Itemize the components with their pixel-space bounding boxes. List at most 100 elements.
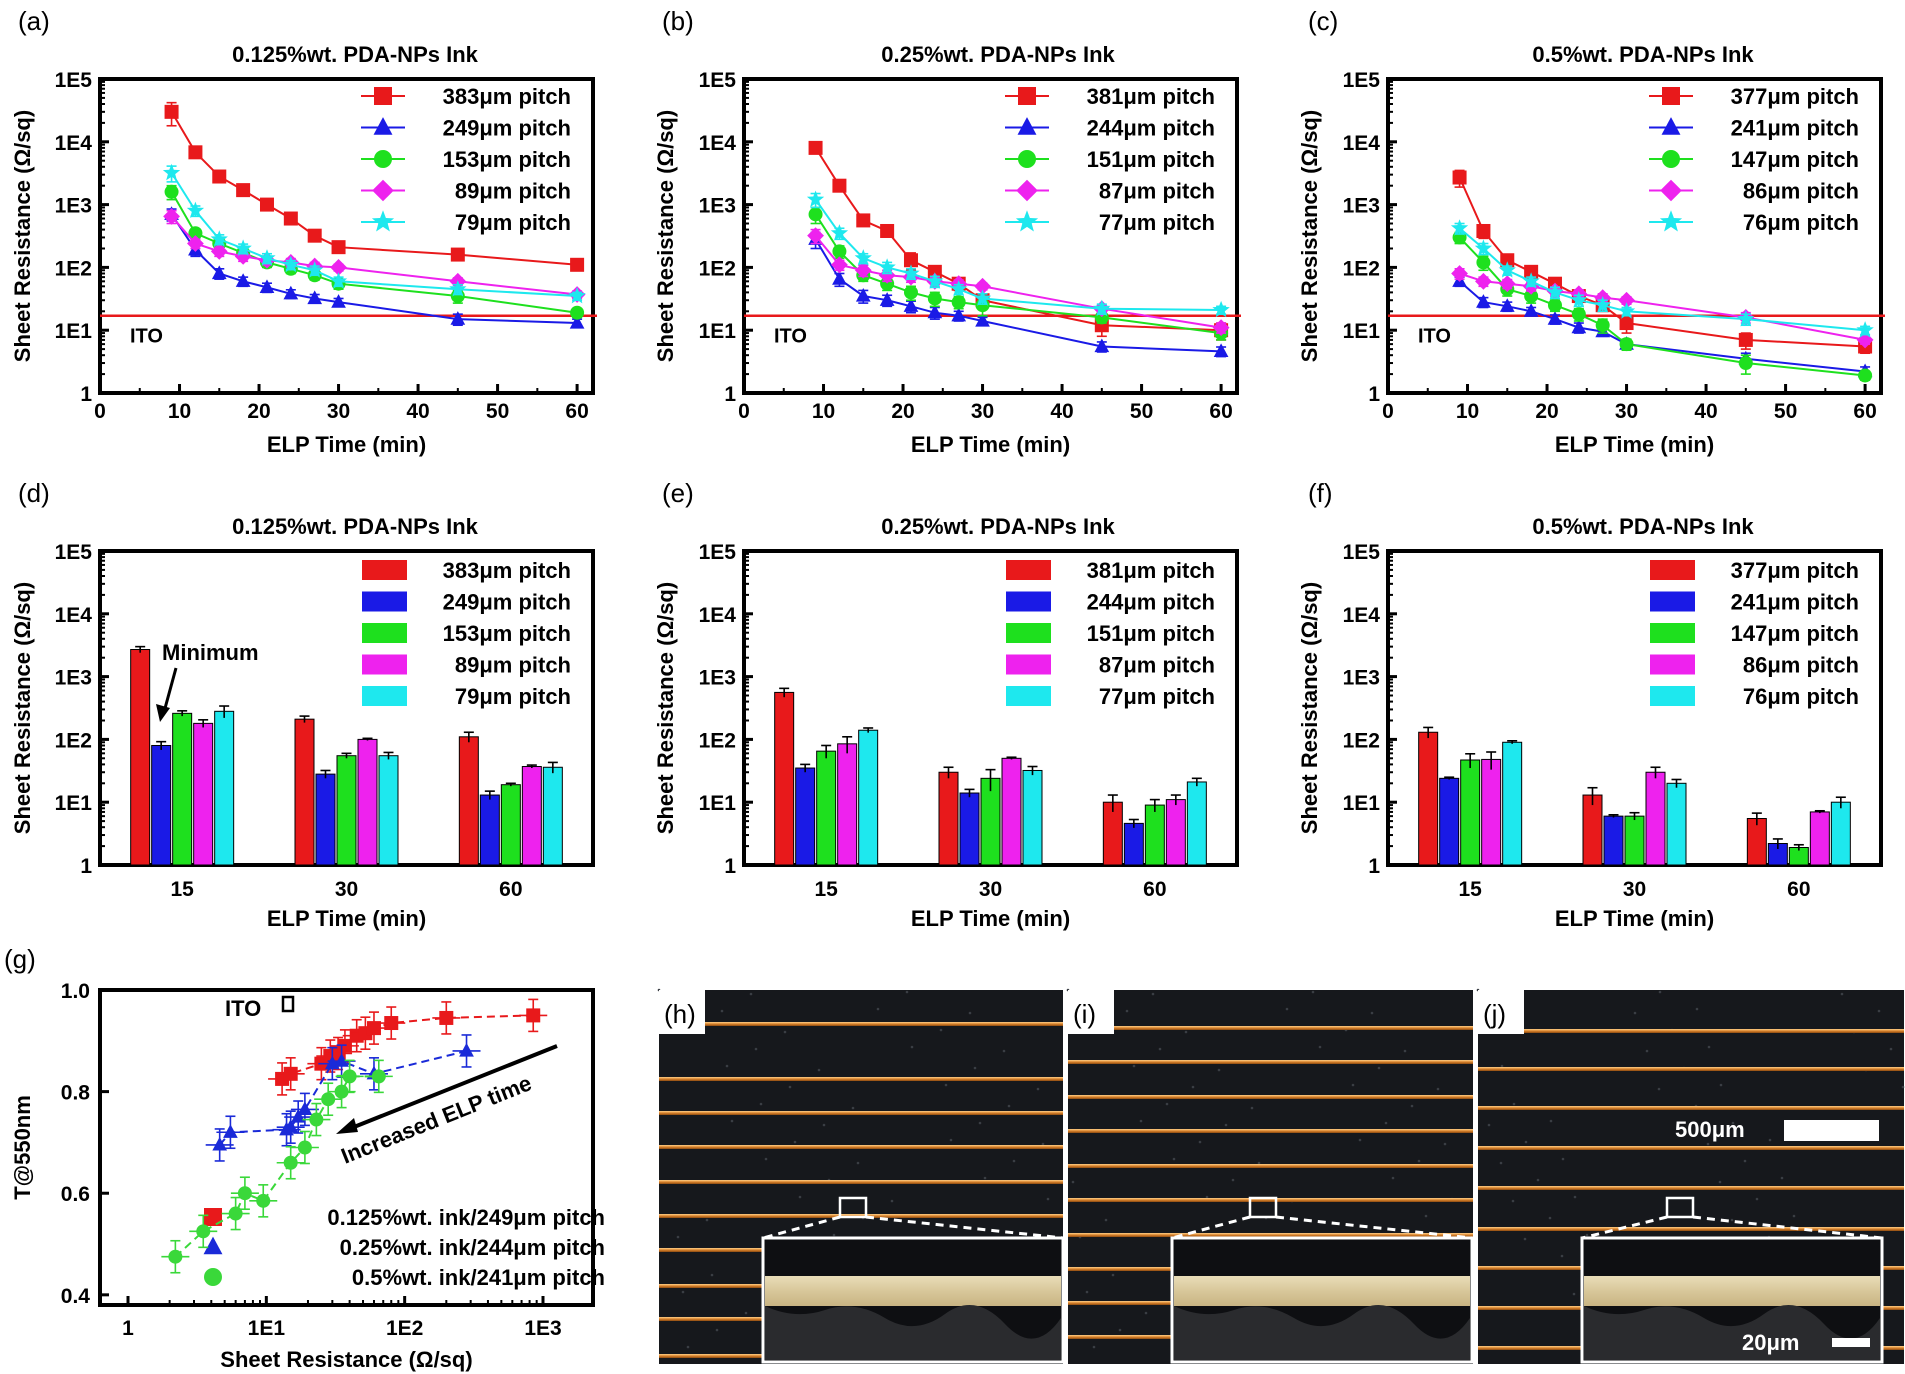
legend-marker	[372, 179, 394, 202]
bar	[151, 744, 172, 866]
data-point	[188, 145, 203, 160]
data-point	[1094, 338, 1110, 353]
legend-marker	[1662, 87, 1680, 105]
data-point	[211, 265, 227, 280]
data-point	[1738, 356, 1753, 371]
legend-label: 89μm pitch	[455, 653, 571, 678]
data-point	[880, 223, 895, 238]
speckle	[1731, 1121, 1735, 1125]
speckle	[1046, 1197, 1050, 1201]
speckle	[1657, 1087, 1661, 1091]
speckle	[1231, 1178, 1235, 1182]
legend-label: 249μm pitch	[443, 590, 571, 615]
charts-layer: (a) 0.125%wt. PDA-NPs Ink 1 1E1 1E2 1E3 1E4 1E5…	[4, 6, 1885, 1372]
y-tick-label: 1	[80, 383, 92, 406]
data-point	[297, 1101, 313, 1115]
y-tick-label: 1E1	[1343, 320, 1381, 343]
inset-substrate	[765, 1305, 1061, 1360]
legend-label: 147μm pitch	[1731, 621, 1859, 646]
series-4: 79μm pitch	[162, 163, 586, 304]
speckle	[973, 1066, 977, 1070]
printed-line	[1068, 1233, 1473, 1237]
series-0: 383μm pitch	[130, 558, 571, 866]
legend-swatch	[1006, 654, 1051, 675]
bar	[521, 766, 542, 866]
speckle	[1391, 1176, 1395, 1180]
speckle	[1002, 1049, 1006, 1053]
inset-metal-line	[1584, 1276, 1880, 1306]
data-point	[832, 244, 847, 259]
legend-swatch	[1650, 591, 1695, 612]
legend-label: 77μm pitch	[1099, 210, 1215, 235]
x-tick-label: 20	[891, 400, 914, 423]
x-tick-label: 40	[1694, 400, 1717, 423]
speckle	[1285, 1007, 1289, 1011]
y-tick-label: 1E1	[699, 792, 737, 815]
data-point	[1474, 239, 1493, 256]
speckle	[1384, 1121, 1388, 1125]
x-tick-label: 30	[979, 878, 1002, 901]
y-tick-label: 1E5	[1343, 541, 1381, 564]
legend-marker	[203, 1236, 223, 1255]
data-point	[832, 271, 847, 285]
bar	[980, 777, 1001, 866]
legend-label: 151μm pitch	[1087, 621, 1215, 646]
legend-label: 151μm pitch	[1087, 147, 1215, 172]
series-0: 377μm pitch	[1418, 558, 1859, 866]
chart-title: 0.25%wt. PDA-NPs Ink	[881, 514, 1115, 539]
speckle	[1755, 1197, 1759, 1201]
series-2: 153μm pitch	[172, 621, 571, 866]
data-point	[228, 1206, 243, 1221]
data-point	[164, 184, 179, 199]
legend-marker	[373, 117, 393, 135]
y-tick-label: 1	[724, 383, 736, 406]
data-point	[384, 1016, 399, 1031]
data-point	[1475, 272, 1492, 290]
speckle	[1706, 1142, 1710, 1146]
y-tick-label: 1E2	[699, 257, 736, 280]
speckle	[730, 1119, 734, 1123]
data-point	[975, 312, 990, 327]
bar	[1830, 801, 1851, 866]
legend-label: 381μm pitch	[1087, 558, 1215, 583]
data-point	[808, 207, 823, 222]
data-point	[297, 1140, 312, 1155]
elp-arrow-head	[336, 1118, 358, 1134]
speckle	[1198, 1140, 1202, 1144]
inset-substrate	[1174, 1305, 1470, 1360]
bar	[1645, 771, 1666, 866]
elp-arrow-line	[343, 1044, 558, 1133]
series-line	[170, 191, 578, 314]
y-tick-label: 1	[724, 855, 736, 878]
speckle	[1351, 1083, 1355, 1087]
legend-marker	[374, 150, 392, 168]
speckle	[890, 1199, 894, 1203]
ito-point-marker	[281, 995, 295, 1013]
speckle	[681, 1290, 685, 1294]
data-point	[282, 255, 300, 273]
bar	[214, 710, 235, 866]
x-tick-label: 60	[565, 400, 588, 423]
printed-line	[1478, 1029, 1904, 1033]
data-point	[1476, 223, 1491, 238]
series-2: 151μm pitch	[816, 621, 1215, 866]
speckle	[1377, 1066, 1381, 1070]
x-tick-label: 0	[94, 400, 106, 423]
x-axis-label: ELP Time (min)	[1555, 432, 1714, 457]
printed-line	[1068, 1060, 1473, 1064]
panel-label: (d)	[18, 478, 50, 508]
speckle	[1410, 1104, 1414, 1108]
legend-marker	[1017, 117, 1037, 135]
data-point	[1524, 264, 1539, 279]
speckle	[1139, 1119, 1143, 1123]
speckle	[1318, 1045, 1322, 1049]
data-point	[903, 298, 919, 312]
legend-label: 86μm pitch	[1743, 653, 1859, 678]
y-tick-label: 1E3	[699, 195, 736, 218]
data-point	[1212, 300, 1230, 318]
legend-swatch	[1006, 686, 1051, 706]
data-point	[237, 1186, 252, 1201]
data-point	[164, 104, 179, 119]
zoom-region-box	[838, 1196, 868, 1219]
y-tick-label: 0.6	[61, 1183, 90, 1206]
